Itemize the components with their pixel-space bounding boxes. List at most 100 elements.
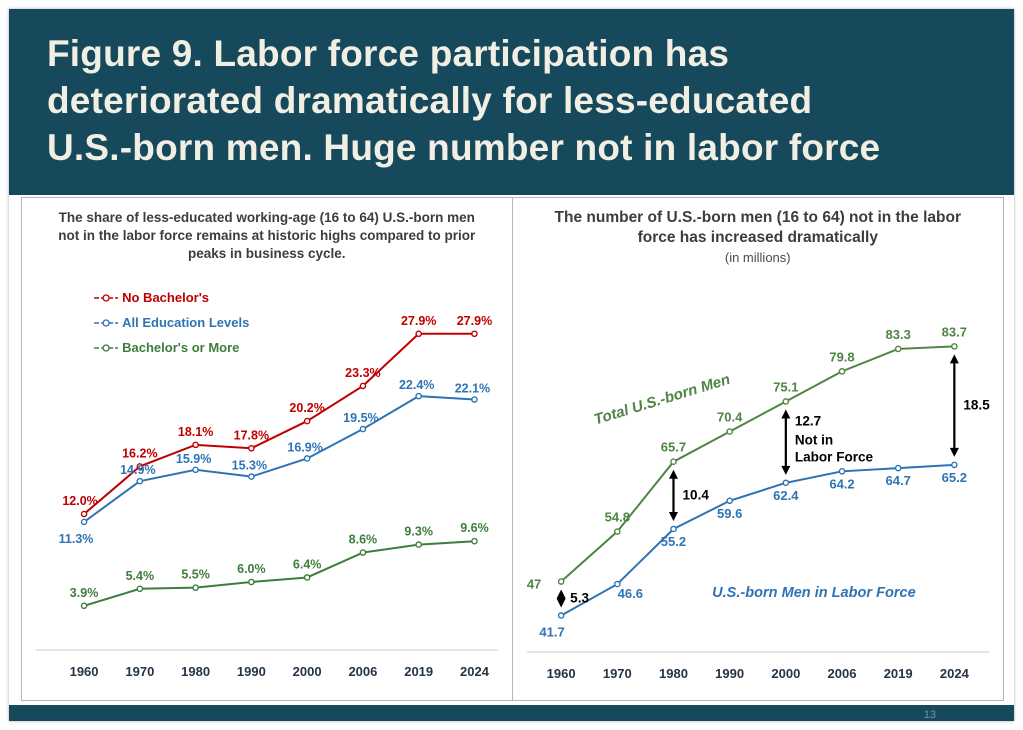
x-tick-label: 2000 bbox=[771, 666, 800, 681]
annotation-sublabel: Labor Force bbox=[794, 449, 873, 464]
series-name-label: Total U.S.-born Men bbox=[592, 371, 732, 428]
data-label: 59.6 bbox=[716, 506, 741, 521]
right-chart-subtitle: The number of U.S.-born men (16 to 64) n… bbox=[554, 209, 961, 247]
data-label: 15.3% bbox=[232, 459, 267, 473]
x-tick-label: 1990 bbox=[715, 666, 744, 681]
x-tick-label: 1960 bbox=[70, 664, 99, 679]
data-point-marker bbox=[80, 518, 88, 526]
data-label: 11.3% bbox=[59, 532, 94, 546]
data-point-marker bbox=[725, 497, 733, 505]
x-tick-label: 1970 bbox=[602, 666, 631, 681]
right-chart-panel: The number of U.S.-born men (16 to 64) n… bbox=[512, 197, 1004, 701]
data-label: 16.2% bbox=[122, 446, 157, 460]
left-line-chart: 1960 1970 1980 1990 2000 2006 2019 2024 12.0% 16.… bbox=[36, 290, 498, 679]
arrowhead-down bbox=[668, 511, 678, 521]
data-label: 3.9% bbox=[70, 586, 99, 600]
x-tick-label: 2006 bbox=[827, 666, 856, 681]
annotation-value-label: 5.3 bbox=[570, 591, 589, 606]
data-label: 19.5% bbox=[343, 411, 378, 425]
data-point-marker bbox=[80, 602, 88, 610]
data-label: 12.0% bbox=[62, 494, 97, 508]
data-point-marker bbox=[136, 585, 144, 593]
data-label: 5.4% bbox=[126, 569, 155, 583]
data-label: 8.6% bbox=[349, 533, 378, 547]
data-label: 6.4% bbox=[293, 557, 322, 571]
annotation-value-label: 18.5 bbox=[963, 398, 990, 413]
right-chart-units-label: (in millions) bbox=[724, 250, 791, 266]
data-label: 27.9% bbox=[401, 314, 436, 328]
left-chart-subtitle: The share of less-educated working-age (… bbox=[58, 210, 476, 261]
page-number: 13 bbox=[923, 709, 936, 721]
x-tick-label: 1990 bbox=[237, 664, 266, 679]
data-point-marker bbox=[894, 345, 901, 353]
data-point-marker bbox=[725, 428, 733, 435]
data-label: 18.1% bbox=[178, 425, 213, 439]
arrowhead-down bbox=[780, 465, 790, 475]
series-line bbox=[560, 463, 954, 617]
data-point-marker bbox=[359, 425, 367, 433]
data-label: 64.2 bbox=[829, 476, 854, 491]
data-point-marker bbox=[359, 549, 367, 556]
data-point-marker bbox=[303, 574, 311, 581]
data-label: 62.4 bbox=[773, 488, 799, 503]
data-point-marker bbox=[782, 398, 789, 405]
data-point-marker bbox=[613, 528, 621, 535]
data-point-marker bbox=[894, 464, 901, 472]
data-label: 9.3% bbox=[404, 525, 433, 539]
legend-label: No Bachelor's bbox=[122, 290, 209, 305]
slide: Figure 9. Labor force participation has … bbox=[9, 9, 1014, 721]
data-label: 22.4% bbox=[399, 378, 434, 392]
series-name-label: U.S.-born Men in Labor Force bbox=[712, 585, 916, 601]
series-line bbox=[559, 345, 954, 583]
annotation-value-label: 12.7 bbox=[794, 413, 820, 428]
data-point-marker bbox=[669, 525, 677, 533]
legend-label: All Education Levels bbox=[122, 315, 249, 330]
data-point-marker bbox=[80, 510, 88, 518]
x-tick-label: 2019 bbox=[404, 664, 433, 679]
data-label: 23.3% bbox=[345, 366, 380, 380]
x-tick-label: 2024 bbox=[460, 664, 490, 679]
data-point-marker bbox=[471, 537, 478, 545]
data-point-marker bbox=[136, 463, 144, 470]
x-tick-label: 1980 bbox=[659, 666, 688, 681]
data-point-marker bbox=[192, 466, 199, 474]
data-point-marker bbox=[359, 382, 367, 390]
arrowhead-up bbox=[668, 469, 678, 479]
slide-header: Figure 9. Labor force participation has … bbox=[9, 9, 1014, 195]
data-point-marker bbox=[415, 330, 422, 338]
series-line bbox=[83, 540, 475, 607]
x-tick-label: 2000 bbox=[293, 664, 322, 679]
right-chart-heading-block: The number of U.S.-born men (16 to 64) n… bbox=[513, 198, 1004, 266]
data-point-marker bbox=[136, 477, 144, 485]
legend-label: Bachelor's or More bbox=[122, 340, 239, 355]
data-point-marker bbox=[248, 444, 255, 452]
arrowhead-up bbox=[780, 409, 790, 419]
data-label: 70.4 bbox=[716, 410, 742, 425]
data-point-marker bbox=[557, 578, 564, 585]
data-label: 47 bbox=[526, 577, 540, 592]
data-point-marker bbox=[415, 392, 422, 400]
series-line bbox=[83, 332, 475, 515]
slide-footer: 13 bbox=[9, 705, 1014, 721]
data-point-marker bbox=[838, 368, 845, 375]
left-chart-panel: The share of less-educated working-age (… bbox=[21, 197, 513, 701]
data-label: 41.7 bbox=[539, 624, 564, 639]
slide-title-line-2: deteriorated dramatically for less-educa… bbox=[47, 79, 813, 121]
slide-title-line-1: Figure 9. Labor force participation has bbox=[47, 33, 730, 74]
x-tick-label: 2006 bbox=[348, 664, 377, 679]
data-point-marker bbox=[613, 580, 621, 588]
x-tick-label: 1960 bbox=[546, 666, 575, 681]
data-point-marker bbox=[557, 612, 564, 619]
data-point-marker bbox=[782, 479, 789, 487]
data-point-marker bbox=[838, 468, 845, 475]
data-label: 64.7 bbox=[885, 473, 910, 488]
data-label: 54.8 bbox=[604, 510, 629, 525]
data-label: 15.9% bbox=[176, 452, 211, 466]
series-line bbox=[83, 395, 475, 523]
data-label: 27.9% bbox=[457, 314, 492, 328]
x-tick-label: 2019 bbox=[883, 666, 912, 681]
annotation-sublabel: Not in bbox=[794, 432, 832, 447]
data-point-marker bbox=[950, 461, 958, 469]
charts-area: The share of less-educated working-age (… bbox=[9, 195, 1014, 705]
legend-marker bbox=[102, 294, 110, 302]
